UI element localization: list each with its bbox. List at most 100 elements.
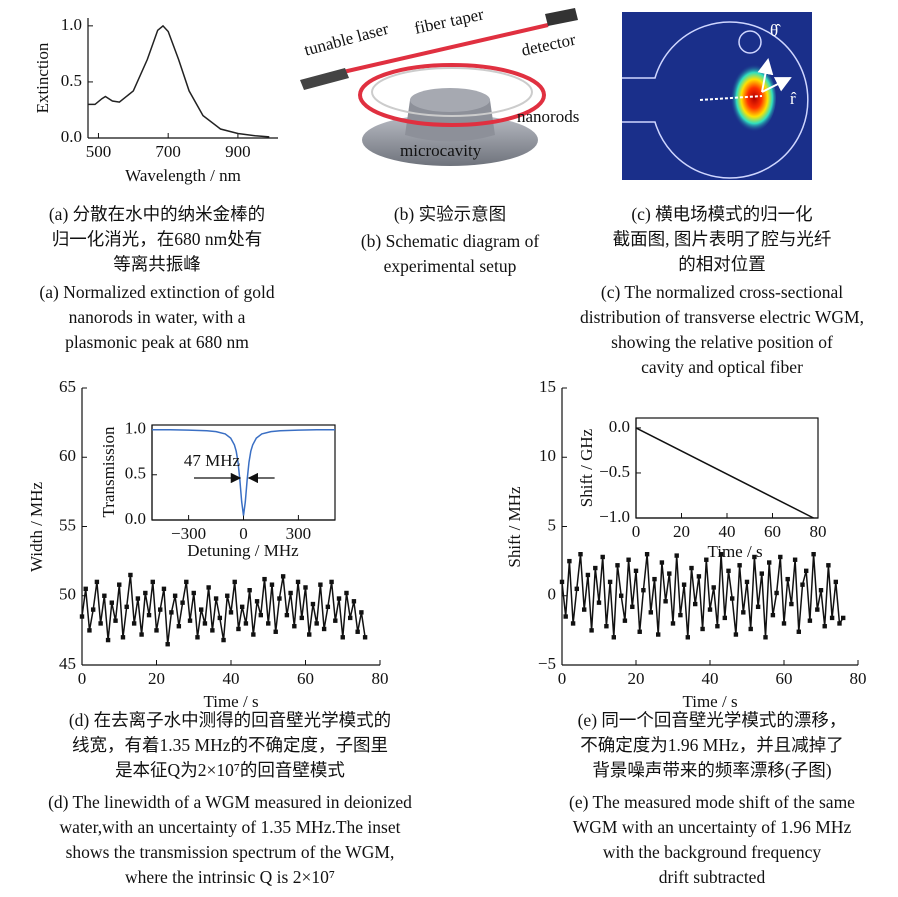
data-point (626, 558, 630, 562)
caption-line: (d) 在去离子水中测得的回音壁光学模式的 (69, 710, 391, 730)
caption-line: cavity and optical fiber (641, 357, 803, 377)
data-point (225, 594, 229, 598)
y-axis-label: Shift / MHz (505, 486, 524, 568)
x-axis-label: Time / s (203, 692, 258, 711)
data-point (214, 596, 218, 600)
data-point (151, 580, 155, 584)
x-tick-label: 60 (764, 522, 781, 541)
data-point (244, 621, 248, 625)
data-point (686, 635, 690, 639)
data-point (560, 580, 564, 584)
data-point (236, 627, 240, 631)
data-point (162, 587, 166, 591)
x-tick-label: 80 (372, 669, 389, 688)
data-point (800, 582, 804, 586)
x-tick-label: 500 (86, 142, 112, 161)
data-point (117, 582, 121, 586)
data-point (199, 607, 203, 611)
data-point (158, 607, 162, 611)
data-point (760, 571, 764, 575)
data-point (288, 591, 292, 595)
data-point (741, 610, 745, 614)
y-tick-label: 1.0 (61, 15, 82, 34)
data-point (826, 563, 830, 567)
annotation: 47 MHz (184, 451, 241, 470)
caption-line: plasmonic peak at 680 nm (65, 332, 249, 352)
y-tick-label: 45 (59, 654, 76, 673)
data-line (562, 554, 843, 637)
y-axis-label: Shift / GHz (577, 428, 596, 507)
data-point (113, 618, 117, 622)
data-point (767, 560, 771, 564)
data-point (567, 559, 571, 563)
data-point (837, 621, 841, 625)
caption-line: shows the transmission spectrum of the W… (66, 842, 395, 862)
x-tick-label: 40 (223, 669, 240, 688)
y-axis-label: Extinction (33, 42, 52, 113)
data-point (830, 616, 834, 620)
y-tick-label: 15 (539, 377, 556, 396)
data-point (270, 582, 274, 586)
data-point (91, 607, 95, 611)
caption-line: nanorods in water, with a (69, 307, 246, 327)
data-point (303, 585, 307, 589)
caption-line: 是本征Q为2×10⁷的回音壁模式 (115, 760, 345, 780)
caption-line: 背景噪声带来的频率漂移(子图) (592, 760, 831, 780)
y-tick-label: 50 (59, 585, 76, 604)
y-tick-label: 0.5 (61, 71, 82, 90)
y-tick-label: 0.0 (125, 509, 146, 528)
data-point (582, 607, 586, 611)
data-point (808, 618, 812, 622)
data-point (700, 627, 704, 631)
data-point (737, 563, 741, 567)
data-point (87, 628, 91, 632)
data-point (259, 613, 263, 617)
y-tick-label: 0.5 (125, 464, 146, 483)
x-axis-label: Time / s (682, 692, 737, 711)
y-tick-label: 1.0 (125, 418, 146, 437)
data-point (355, 630, 359, 634)
data-point (823, 624, 827, 628)
data-point (645, 552, 649, 556)
data-point (184, 580, 188, 584)
data-point (188, 618, 192, 622)
caption-line: water,with an uncertainty of 1.35 MHz.Th… (60, 817, 401, 837)
data-point (80, 614, 84, 618)
data-point (132, 621, 136, 625)
data-point (326, 605, 330, 609)
caption-line: (c) 横电场模式的归一化 (631, 204, 812, 224)
data-point (285, 613, 289, 617)
data-point (277, 596, 281, 600)
data-point (221, 638, 225, 642)
data-point (102, 594, 106, 598)
x-tick-label: 20 (673, 522, 690, 541)
x-tick-label: 80 (850, 669, 867, 688)
data-point (834, 580, 838, 584)
data-point (804, 569, 808, 573)
figure: 0.00.51.0500700900Wavelength / nmExtinct… (0, 0, 898, 897)
field-map (622, 12, 812, 180)
data-point (615, 563, 619, 567)
chart-0: 0.00.51.0500700900Wavelength / nmExtinct… (33, 15, 278, 185)
data-point (147, 613, 151, 617)
data-point (726, 569, 730, 573)
diagram-label: microcavity (400, 141, 482, 160)
x-tick-label: 40 (719, 522, 736, 541)
data-point (763, 635, 767, 639)
data-point (678, 613, 682, 617)
data-point (641, 588, 645, 592)
data-point (337, 596, 341, 600)
data-point (300, 616, 304, 620)
data-point (251, 632, 255, 636)
data-point (177, 624, 181, 628)
data-point (348, 616, 352, 620)
caption-line: (b) 实验示意图 (394, 204, 506, 224)
data-point (173, 594, 177, 598)
data-point (586, 573, 590, 577)
x-tick-label: 40 (702, 669, 719, 688)
data-point (169, 610, 173, 614)
data-point (139, 632, 143, 636)
y-axis-label: Width / MHz (27, 482, 46, 572)
data-point (571, 621, 575, 625)
